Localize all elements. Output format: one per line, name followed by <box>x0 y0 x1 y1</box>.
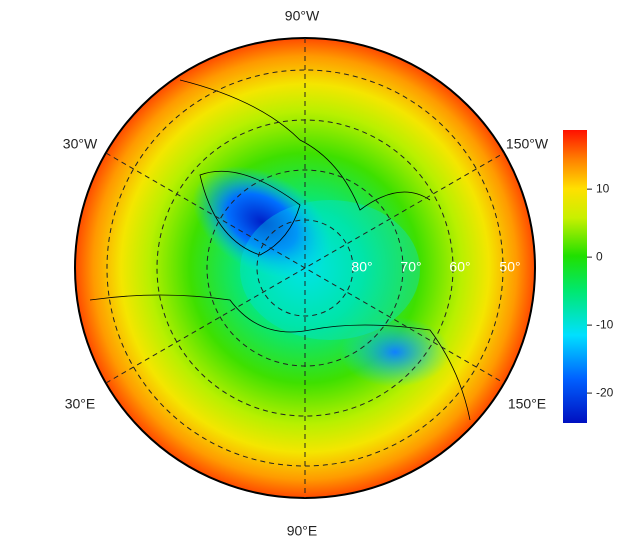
lat-label: 50° <box>499 259 520 275</box>
colorbar-tick-label: -20 <box>596 385 614 399</box>
lon-label: 90°E <box>287 523 318 539</box>
colorbar-tick-label: -10 <box>596 317 614 331</box>
lat-label: 70° <box>400 259 421 275</box>
lon-label: 30°W <box>63 136 98 152</box>
lon-label: 150°W <box>506 136 549 152</box>
colorbar <box>563 130 587 423</box>
colorbar-tick-label: 0 <box>596 249 603 263</box>
lat-label: 60° <box>449 259 470 275</box>
lon-label: 30°E <box>65 396 96 412</box>
lat-label: 80° <box>351 259 372 275</box>
lon-label: 90°W <box>285 8 320 24</box>
lon-label: 150°E <box>508 396 546 412</box>
graticule <box>105 38 505 498</box>
colorbar-tick-label: 10 <box>596 181 610 195</box>
